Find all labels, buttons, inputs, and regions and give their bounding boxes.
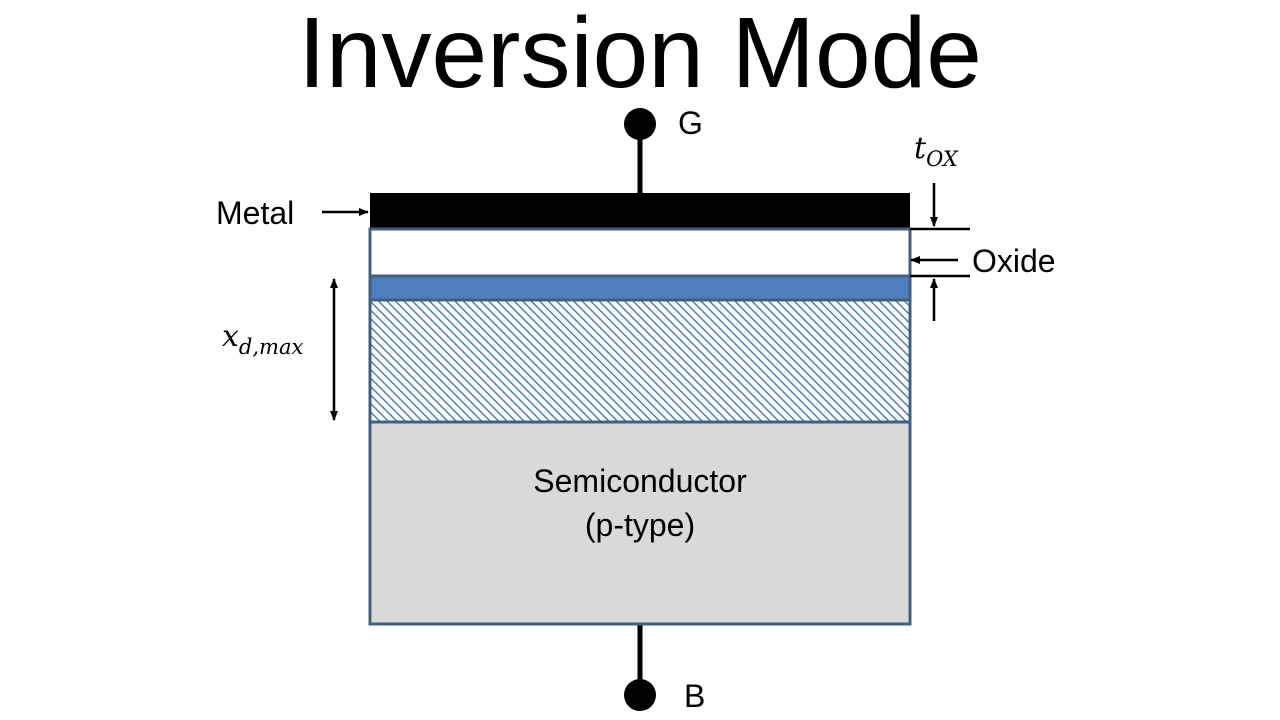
semiconductor-bulk (368, 420, 912, 626)
body-terminal-dot (624, 679, 656, 711)
tox-base: t (914, 131, 927, 166)
metal-label: Metal (216, 195, 294, 231)
gate-label: G (678, 105, 703, 141)
depletion-region (368, 298, 912, 424)
xd-subscript: d,max (239, 335, 304, 359)
inversion-layer (368, 274, 912, 302)
slide-title: Inversion Mode (298, 0, 982, 109)
tox-symbol: tOX (914, 131, 959, 171)
body-label: B (684, 678, 705, 714)
semiconductor-type-label: (p-type) (585, 507, 695, 543)
xd-base: x (222, 319, 239, 354)
xd-symbol: xd,max (222, 319, 303, 359)
semiconductor-label: Semiconductor (533, 463, 747, 499)
metal-layer (370, 193, 910, 229)
tox-subscript: OX (926, 147, 959, 171)
oxide-label: Oxide (972, 243, 1056, 279)
oxide-layer (368, 227, 912, 278)
gate-terminal-dot (624, 108, 656, 140)
